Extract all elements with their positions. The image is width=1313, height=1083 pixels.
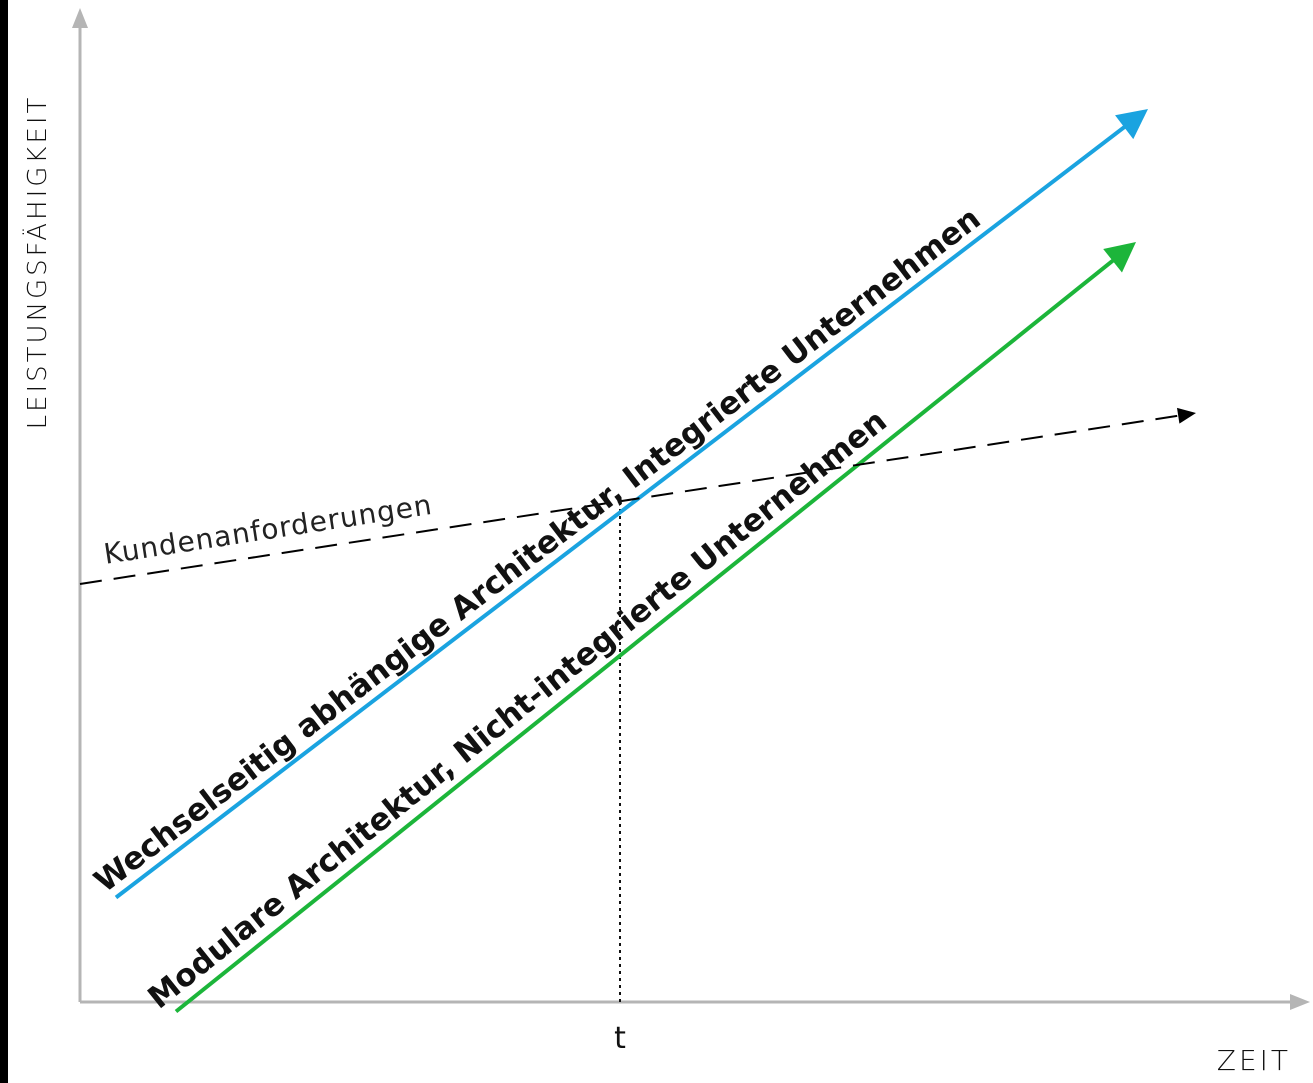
series-line-integrated-arrow-icon <box>1115 109 1148 140</box>
series-line-modular-arrow-icon <box>1103 242 1136 273</box>
x-axis-title: ZEIT <box>1217 1044 1291 1077</box>
x-tick-label: t <box>614 1021 626 1056</box>
chart-marks <box>79 109 1196 1014</box>
y-axis-title: LEISTUNGSFÄHIGKEIT <box>21 95 53 430</box>
series-line-modular <box>174 255 1119 1014</box>
chart: LEISTUNGSFÄHIGKEIT ZEIT t Wechselseitig … <box>21 8 1310 1077</box>
x-axis-arrow-icon <box>1290 994 1310 1010</box>
series-line-customer-requirements-arrow-icon <box>1176 407 1196 424</box>
series-line-customer-requirements <box>79 414 1182 585</box>
chart-canvas: LEISTUNGSFÄHIGKEIT ZEIT t Wechselseitig … <box>8 0 1313 1083</box>
series-label-modular: Modulare Architektur, Nicht-integrierte … <box>141 403 893 1016</box>
y-axis-arrow-icon <box>72 8 88 28</box>
series-line-integrated <box>114 121 1131 900</box>
series-label-customer-requirements: Kundenanforderungen <box>102 488 435 571</box>
